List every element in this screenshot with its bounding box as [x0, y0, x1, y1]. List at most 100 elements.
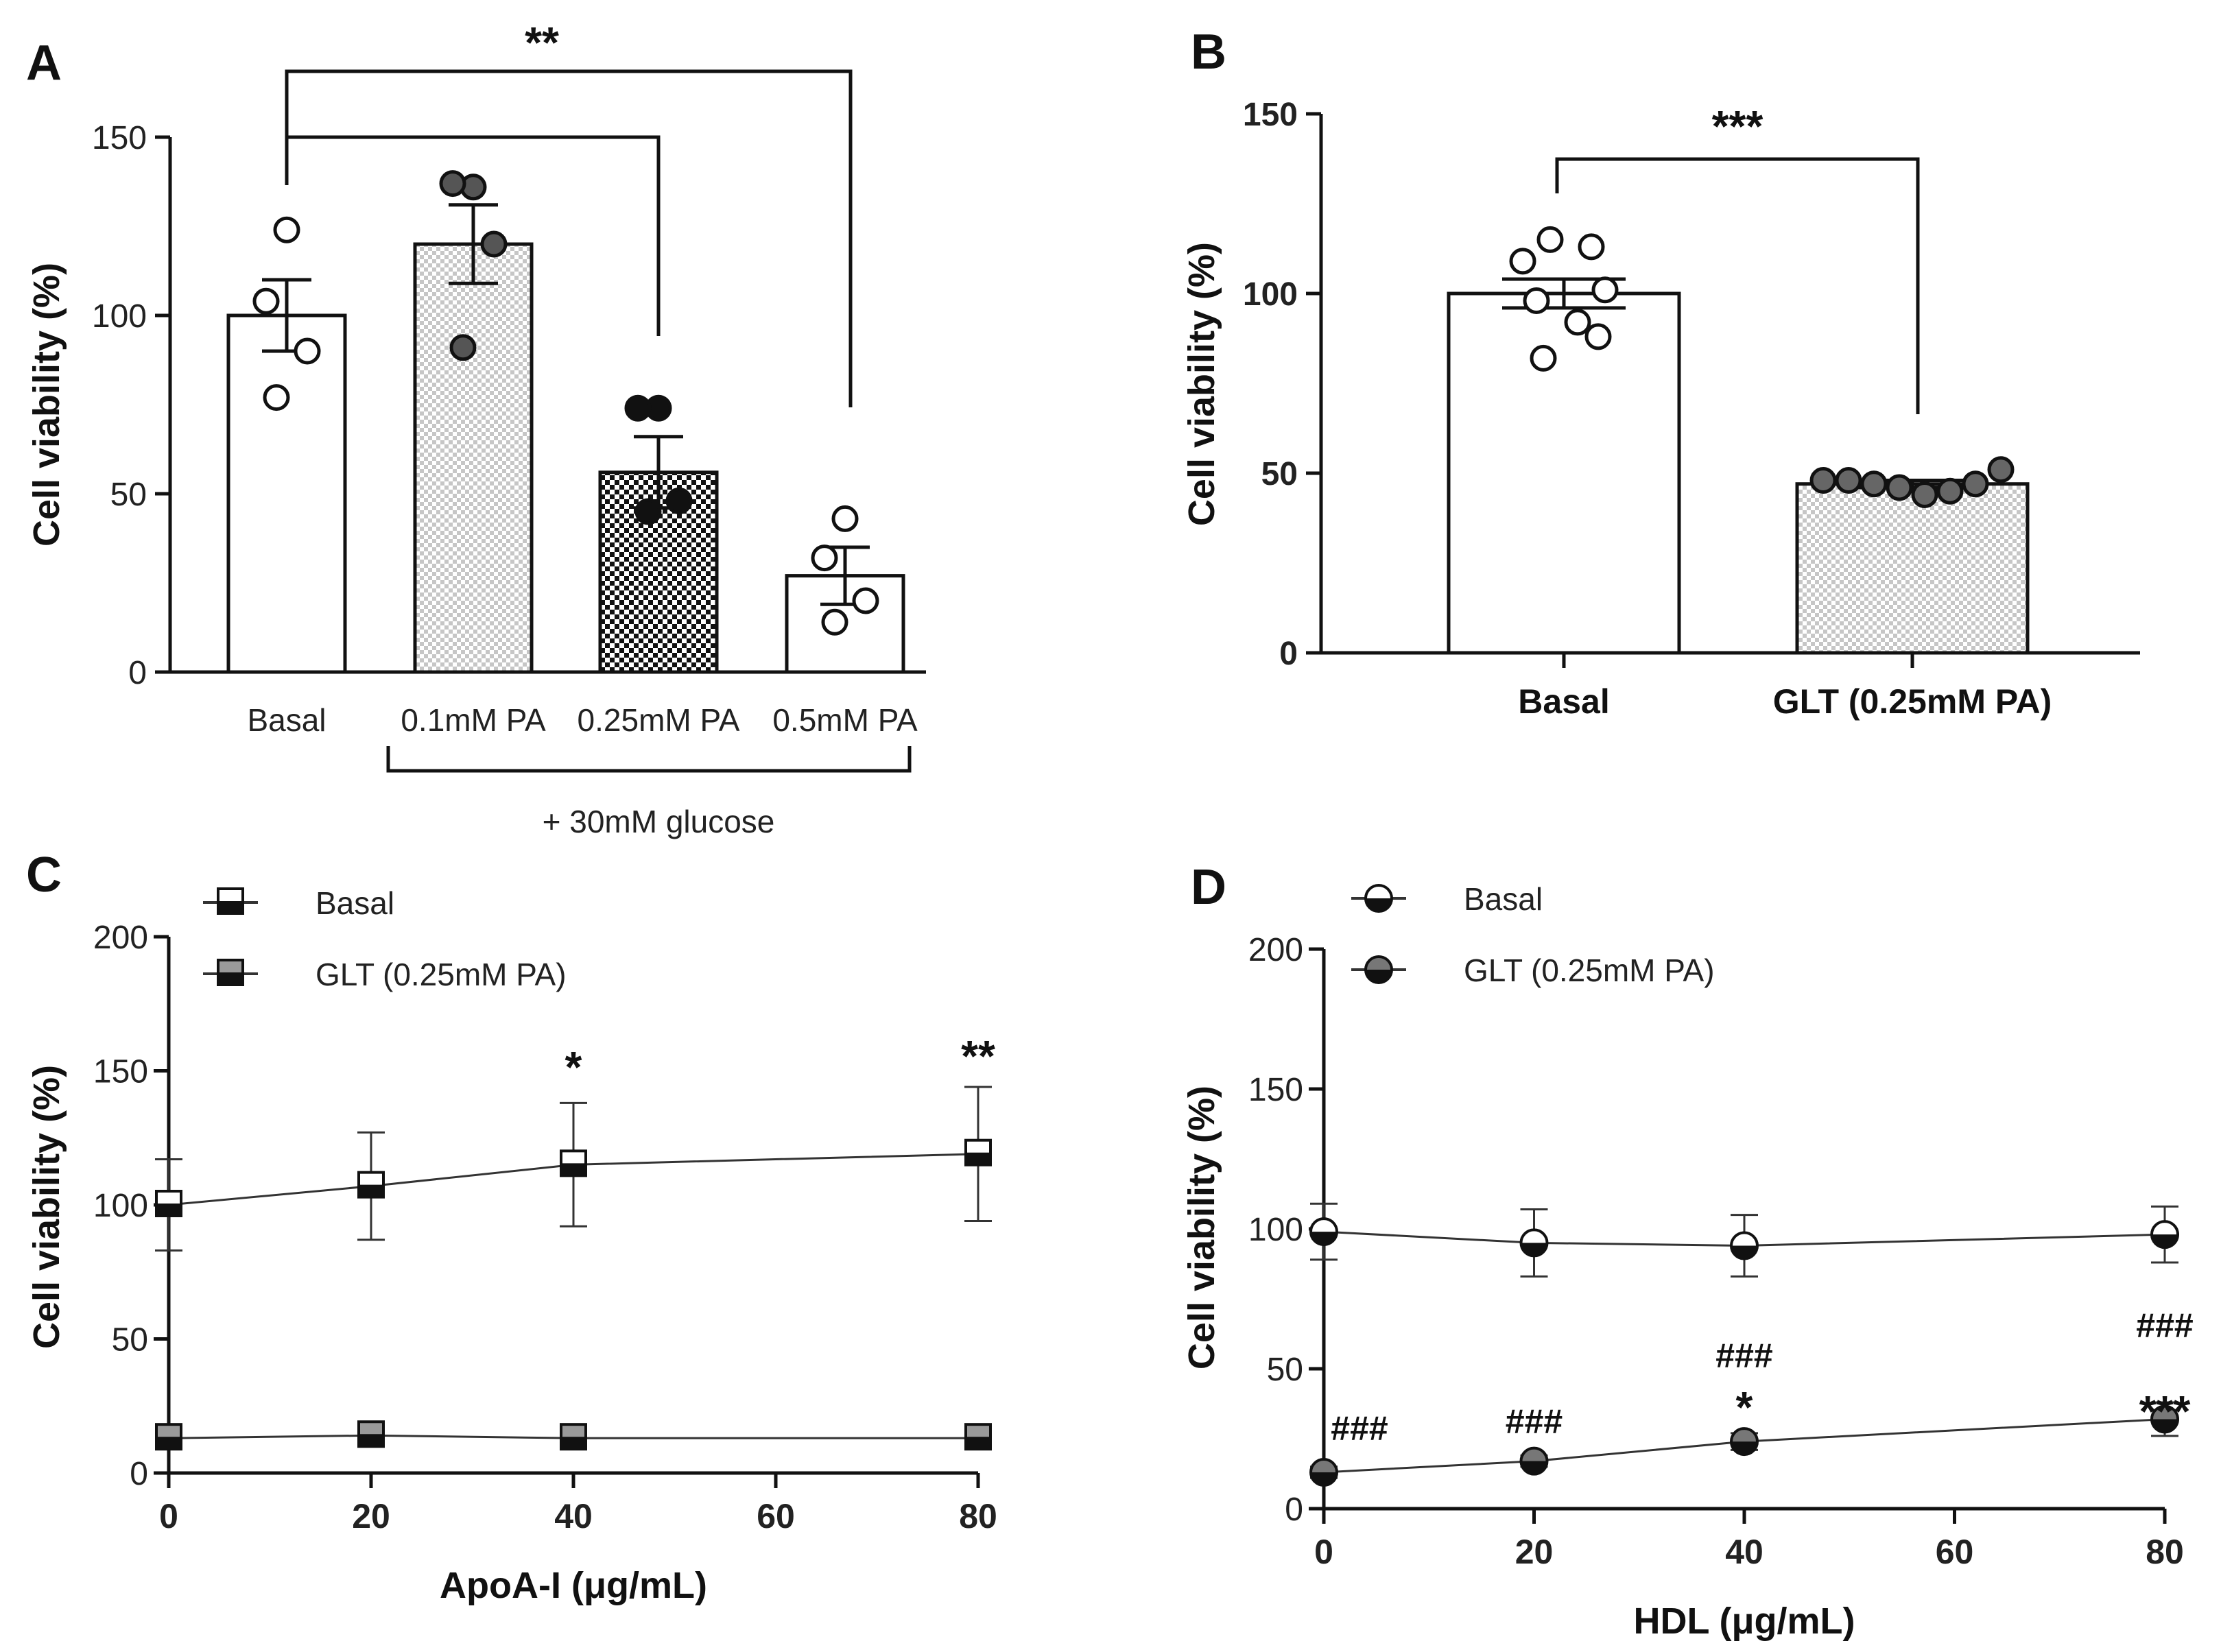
data-point-fill	[1366, 970, 1392, 983]
data-point	[439, 170, 466, 197]
significance-label: **	[525, 18, 559, 67]
data-point	[1578, 233, 1605, 261]
annotation-label: ###	[1715, 1337, 1772, 1375]
data-point	[821, 608, 848, 636]
group-bracket	[386, 746, 912, 773]
data-point-fill	[966, 1437, 990, 1450]
data-point-fill	[1366, 898, 1392, 911]
data-point-fill	[1311, 1472, 1337, 1485]
annotation-label: ###	[1331, 1409, 1388, 1448]
x-tick-label: 0.1mM PA	[401, 702, 546, 738]
x-axis-label: HDL (μg/mL)	[1634, 1601, 1855, 1642]
y-axis-label: Cell viability (%)	[26, 1065, 67, 1349]
data-point	[1536, 226, 1564, 253]
data-point-fill	[156, 1204, 181, 1216]
data-point	[449, 334, 477, 361]
annotation-label: ###	[1506, 1402, 1563, 1441]
data-point	[1835, 466, 1862, 494]
series-line	[1323, 1230, 2165, 1247]
legend-entry: GLT (0.25mM PA)	[1464, 953, 1715, 988]
panel-label-a: A	[26, 36, 62, 91]
annotation-label: *	[1736, 1382, 1753, 1432]
legend-entry: Basal	[1464, 881, 1543, 917]
data-point	[1591, 276, 1619, 304]
data-point-fill	[2152, 1234, 2178, 1248]
bar	[226, 313, 347, 674]
data-point	[1962, 470, 1989, 498]
data-point	[1911, 481, 1938, 508]
panel-label-d: D	[1191, 860, 1226, 915]
x-tick-label: GLT (0.25mM PA)	[1773, 682, 2052, 721]
panel-d-chart: 0 50 100 150 200 0 20 40 60 80 Cell viability (%) H…	[1181, 881, 2194, 1642]
data-point-fill	[359, 1434, 383, 1447]
annotation-label: *	[565, 1042, 582, 1092]
y-tick-label: 0	[1285, 1492, 1303, 1528]
data-point	[1564, 309, 1591, 336]
data-point	[831, 505, 859, 532]
panel-b-chart: 0 50 100 150 Cell viability (%) Basal GLT (0.2…	[1181, 97, 2140, 721]
x-tick-label: 40	[1725, 1533, 1763, 1571]
bar	[1447, 291, 1681, 655]
y-tick-label: 50	[1267, 1352, 1303, 1388]
data-point	[811, 544, 838, 572]
data-point-fill	[966, 1152, 990, 1165]
y-tick-label: 100	[1243, 276, 1298, 313]
data-point	[634, 498, 662, 525]
data-point-fill	[1731, 1245, 1757, 1259]
y-axis-label: Cell viability (%)	[26, 263, 67, 547]
data-point-fill	[359, 1184, 383, 1197]
x-tick-label: 40	[554, 1497, 593, 1535]
data-point	[294, 337, 321, 365]
data-point-fill	[561, 1437, 586, 1450]
y-tick-label: 0	[1279, 636, 1298, 672]
data-point-fill	[1521, 1461, 1547, 1474]
data-point-fill	[2152, 1419, 2178, 1433]
x-tick-label: 60	[757, 1497, 795, 1535]
significance-bracket	[1555, 157, 1920, 414]
x-tick-label: 20	[352, 1497, 390, 1535]
annotation-label: ###	[2136, 1306, 2193, 1345]
data-point	[480, 230, 508, 258]
x-tick-label: 0.5mM PA	[772, 702, 918, 738]
y-tick-label: 150	[1248, 1072, 1303, 1108]
data-point	[1584, 323, 1612, 350]
data-point-fill	[156, 1437, 181, 1450]
y-tick-label: 150	[1243, 97, 1298, 133]
bar	[413, 242, 534, 674]
y-tick-label: 150	[92, 120, 147, 156]
y-tick-label: 200	[93, 920, 148, 956]
data-point-fill	[1521, 1243, 1547, 1256]
panel-label-b: B	[1191, 25, 1226, 80]
x-tick-label: Basal	[247, 702, 326, 738]
y-axis-label: Cell viability (%)	[1181, 242, 1222, 526]
data-point-fill	[1311, 1232, 1337, 1245]
data-point	[1987, 456, 2015, 483]
data-point-fill	[218, 901, 243, 913]
data-point	[1530, 344, 1557, 372]
data-point	[252, 287, 280, 315]
legend-entry: Basal	[316, 885, 394, 921]
y-tick-label: 50	[112, 1322, 148, 1358]
x-tick-label: 60	[1936, 1533, 1974, 1571]
data-point	[852, 587, 879, 614]
legend-entry: GLT (0.25mM PA)	[316, 957, 567, 992]
data-point-fill	[218, 972, 243, 985]
panel-c-chart: 0 50 100 150 200 0 20 40 60 80 Cell viability (%) A…	[26, 885, 997, 1606]
data-point	[1886, 474, 1913, 501]
series-line	[1323, 1417, 2165, 1474]
annotation-label: ***	[2139, 1387, 2191, 1436]
y-tick-label: 200	[1248, 932, 1303, 968]
data-point	[1936, 477, 1964, 505]
data-point-fill	[561, 1163, 586, 1176]
x-tick-label: Basal	[1518, 682, 1609, 721]
x-tick-label: 80	[2146, 1533, 2184, 1571]
significance-label: ***	[1712, 101, 1763, 151]
y-tick-label: 150	[93, 1054, 148, 1090]
x-tick-label: 0.25mM PA	[578, 702, 740, 738]
y-tick-label: 50	[110, 477, 147, 513]
data-point	[263, 384, 290, 411]
data-point	[624, 394, 652, 422]
significance-bracket	[285, 69, 853, 407]
x-tick-label: 80	[959, 1497, 997, 1535]
